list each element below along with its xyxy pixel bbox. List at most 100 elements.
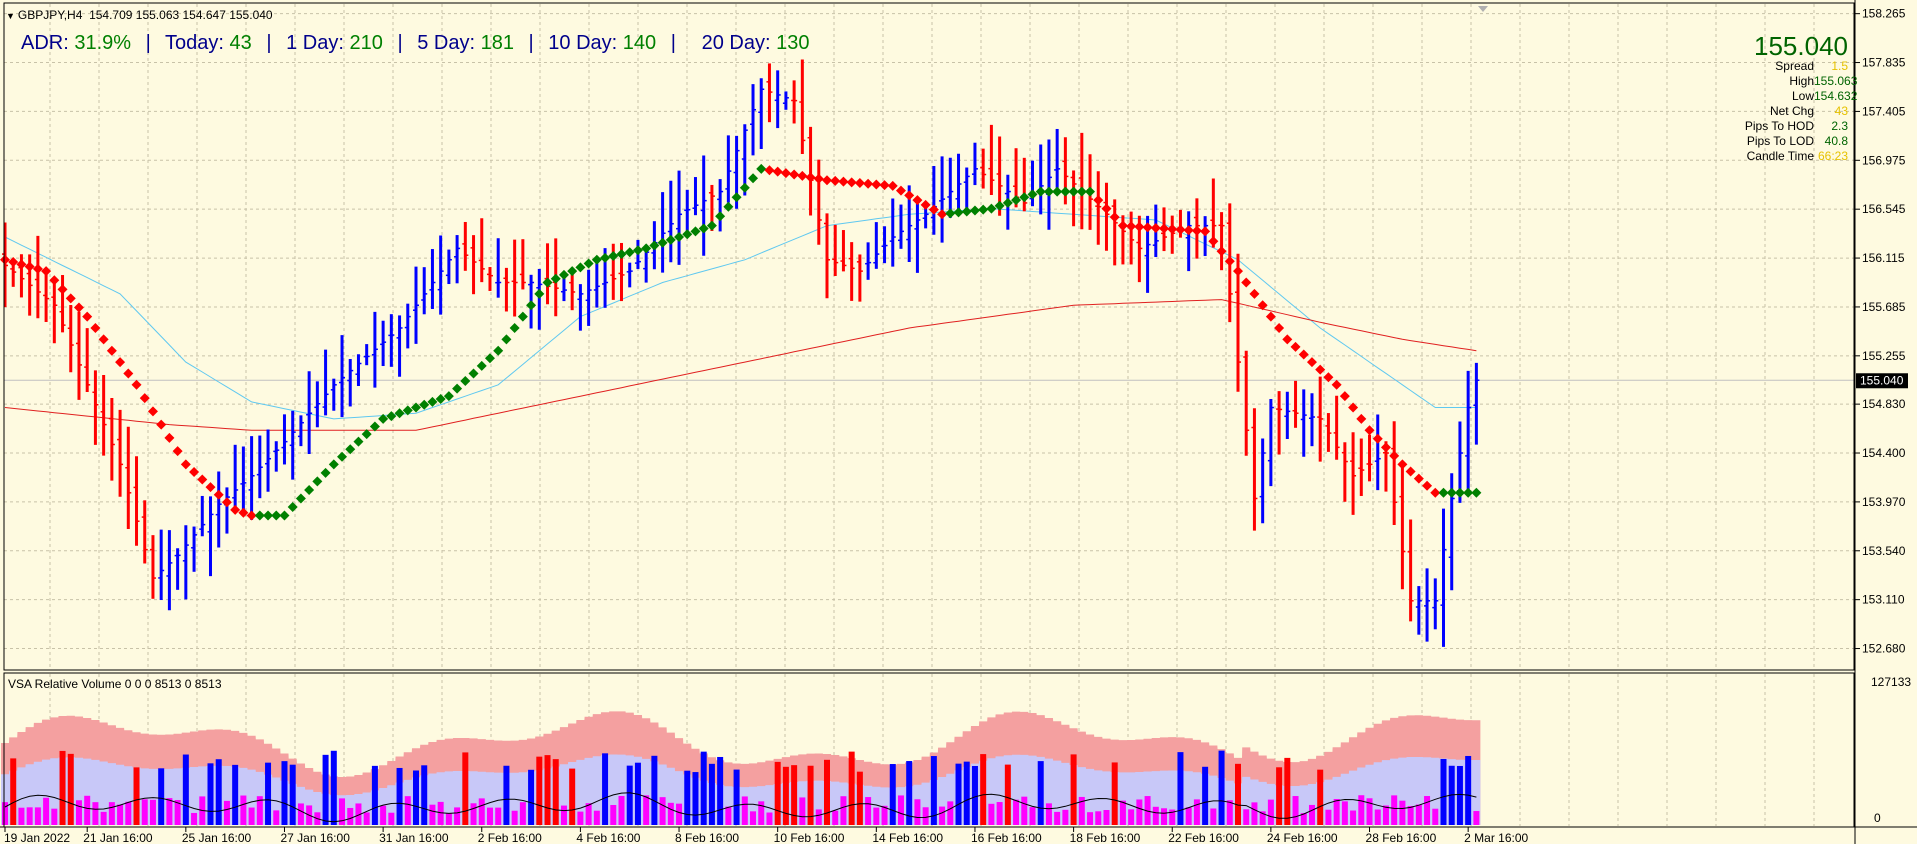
volume-bar	[774, 761, 781, 825]
time-tick-label: 4 Feb 16:00	[576, 831, 640, 844]
day10-value: 140	[622, 32, 657, 54]
trend-marker-diamond	[953, 207, 964, 218]
trend-marker-diamond	[1093, 195, 1104, 206]
volume-bar	[791, 765, 798, 825]
trend-marker-diamond	[1167, 224, 1178, 235]
trend-marker-diamond	[1076, 186, 1087, 197]
info-row-label: Pips To LOD	[1746, 134, 1814, 148]
vsa-indicator-label: VSA Relative Volume 0 0 0 8513 0 8513	[8, 677, 222, 691]
trend-marker-diamond	[238, 507, 249, 518]
trend-marker-diamond	[8, 257, 19, 268]
volume-bar	[281, 761, 288, 825]
volume-bar	[684, 770, 691, 825]
volume-bar	[1087, 812, 1094, 825]
trend-marker-diamond	[493, 345, 504, 356]
info-panel: 155.040 Spread 1.5 High155.063 Low154.632 Ne…	[1744, 33, 1858, 164]
volume-bar	[659, 797, 666, 825]
volume-bar	[528, 769, 535, 825]
trend-marker-diamond	[542, 277, 553, 288]
volume-bar	[1169, 809, 1176, 825]
volume-bar	[1358, 795, 1365, 825]
today-value: 43	[229, 32, 252, 54]
volume-bar	[355, 803, 362, 825]
today-label: Today:	[165, 32, 224, 54]
trend-marker-diamond	[361, 429, 372, 440]
trend-marker-diamond	[180, 459, 191, 470]
trend-marker-diamond	[624, 247, 635, 258]
volume-bar	[84, 795, 91, 825]
volume-bar	[610, 804, 617, 825]
volume-bar	[593, 810, 600, 825]
trend-marker-diamond	[805, 172, 816, 183]
trend-marker-diamond	[1430, 487, 1441, 498]
volume-bar	[1440, 758, 1447, 825]
info-row-label: Pips To HOD	[1744, 119, 1814, 133]
info-row-label: Spread	[1775, 59, 1814, 73]
price-tick-label: 155.255	[1862, 349, 1906, 363]
volume-bar	[371, 765, 378, 825]
trend-marker-diamond	[969, 205, 980, 216]
time-tick-label: 2 Feb 16:00	[478, 831, 542, 844]
volume-bar	[322, 754, 329, 825]
trend-marker-diamond	[65, 293, 76, 304]
volume-bar	[988, 803, 995, 825]
info-row-label: Net Chg	[1769, 104, 1814, 118]
time-tick-label: 14 Feb 16:00	[872, 831, 943, 844]
trend-marker-diamond	[1134, 221, 1145, 232]
volume-bar	[51, 808, 58, 825]
trend-marker-diamond	[501, 334, 512, 345]
adr-separator: |	[528, 32, 534, 54]
volume-bar	[708, 763, 715, 825]
price-tick-label: 152.680	[1862, 642, 1906, 656]
trend-marker-diamond	[1027, 189, 1038, 200]
volume-bar	[1382, 805, 1389, 825]
trend-marker-diamond	[452, 383, 463, 394]
volume-bar	[75, 800, 82, 825]
volume-bar	[18, 807, 25, 825]
volume-bar	[92, 802, 99, 825]
dropdown-triangle-icon[interactable]: ▼	[6, 11, 15, 21]
price-tick-label: 156.115	[1862, 251, 1905, 265]
volume-bar	[626, 765, 633, 825]
trend-marker-diamond	[435, 394, 446, 405]
volume-bar	[1341, 801, 1348, 825]
volume-bar	[396, 767, 403, 825]
trend-marker-diamond	[879, 180, 890, 191]
trend-marker-diamond	[854, 178, 865, 189]
trend-marker-diamond	[649, 240, 660, 251]
trend-marker-diamond	[657, 237, 668, 248]
trend-marker-diamond	[279, 510, 290, 521]
time-tick-label: 16 Feb 16:00	[971, 831, 1042, 844]
trend-marker-diamond	[706, 220, 717, 231]
symbol-name: GBPJPY,H4	[17, 8, 83, 22]
volume-bar	[560, 805, 567, 825]
info-row-value: 40.8	[1824, 134, 1848, 148]
trend-marker-diamond	[1002, 197, 1013, 208]
trend-marker-diamond	[789, 169, 800, 180]
trend-marker-diamond	[82, 311, 93, 322]
trend-marker-diamond	[1208, 236, 1219, 247]
trend-marker-diamond	[863, 178, 874, 189]
trend-marker-diamond	[509, 322, 520, 333]
adr-separator: |	[145, 32, 151, 54]
volume-bar	[1226, 800, 1233, 825]
adr-separator: |	[397, 32, 403, 54]
volume-bar	[182, 754, 189, 825]
trend-marker-diamond	[57, 284, 68, 295]
trend-marker-diamond	[295, 493, 306, 504]
trend-marker-diamond	[369, 421, 380, 432]
trend-marker-diamond	[830, 175, 841, 186]
vsa-inner-band	[1, 754, 1481, 825]
trend-marker-diamond	[1282, 334, 1293, 345]
trend-marker-diamond	[230, 504, 241, 515]
trend-marker-diamond	[1175, 224, 1186, 235]
volume-bar	[873, 807, 880, 825]
volume-bar	[413, 770, 419, 825]
trend-marker-diamond	[353, 436, 364, 447]
day1-value: 210	[349, 32, 383, 54]
volume-bar	[207, 763, 214, 825]
trend-marker-diamond	[1446, 487, 1457, 498]
volume-bar	[174, 800, 181, 825]
info-row: Candle Time 66:23	[1745, 149, 1848, 164]
volume-bar	[1004, 764, 1011, 825]
